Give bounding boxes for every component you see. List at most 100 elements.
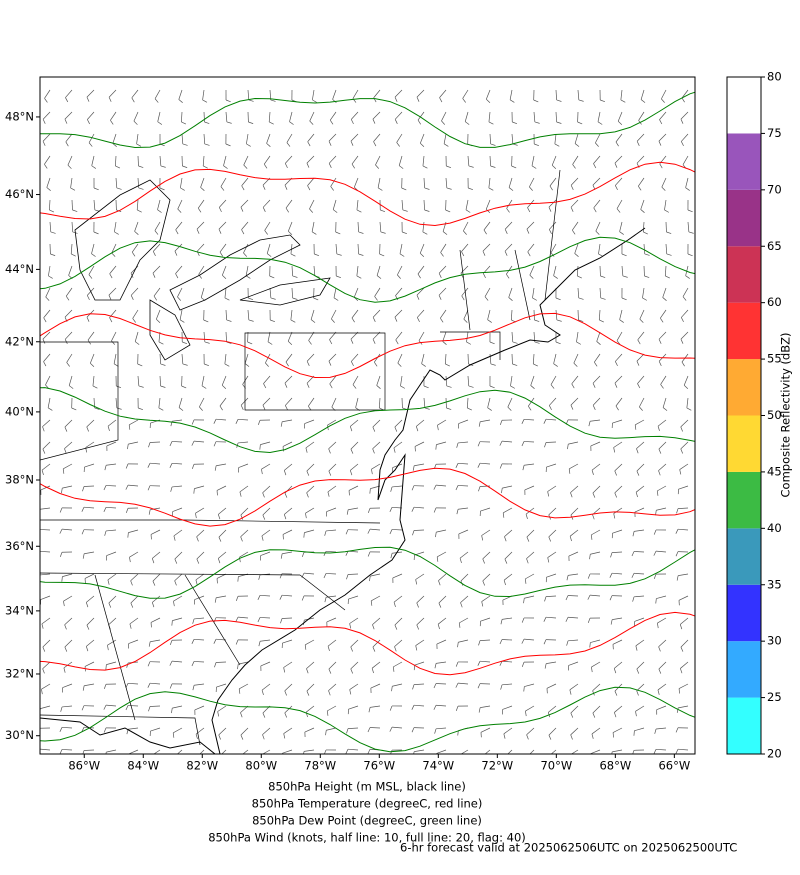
wind-barb bbox=[286, 142, 291, 147]
wind-barb bbox=[200, 287, 205, 298]
wind-barb bbox=[592, 177, 601, 186]
wind-barb bbox=[45, 296, 50, 301]
wind-barb bbox=[65, 287, 73, 297]
wind-barb bbox=[636, 470, 640, 476]
wind-barb bbox=[59, 528, 63, 534]
wind-barb bbox=[380, 231, 386, 234]
wind-barb bbox=[636, 661, 645, 670]
wind-barb bbox=[246, 143, 251, 147]
wind-barb bbox=[138, 385, 144, 388]
wind-barb bbox=[64, 617, 73, 626]
colorbar-segment bbox=[727, 697, 761, 754]
wind-barb bbox=[456, 509, 459, 515]
wind-barb bbox=[65, 97, 69, 103]
wind-barb bbox=[41, 623, 44, 629]
wind-barb bbox=[679, 469, 682, 475]
wind-barb bbox=[170, 486, 173, 492]
wind-barb bbox=[489, 155, 491, 167]
wind-barb bbox=[314, 253, 320, 257]
wind-barb bbox=[244, 353, 249, 364]
wind-barb bbox=[258, 641, 261, 647]
wind-barb bbox=[398, 155, 403, 166]
wind-barb bbox=[267, 253, 272, 257]
wind-barb bbox=[218, 529, 227, 538]
wind-barb bbox=[635, 645, 638, 651]
wind-barb bbox=[501, 488, 503, 494]
wind-barb bbox=[680, 111, 689, 120]
wind-barb bbox=[348, 485, 359, 491]
wind-barb bbox=[71, 199, 73, 211]
wind-barb bbox=[376, 385, 381, 389]
wind-barb bbox=[326, 507, 337, 512]
wind-barb bbox=[181, 111, 183, 123]
wind-barb bbox=[436, 639, 447, 645]
wind-barb bbox=[91, 253, 96, 257]
wind-barb bbox=[434, 728, 437, 734]
wind-barb bbox=[180, 187, 185, 191]
wind-barb bbox=[333, 209, 338, 213]
wind-barb bbox=[333, 287, 337, 298]
wind-barb bbox=[283, 470, 287, 476]
wind-barb bbox=[174, 558, 178, 564]
map-area bbox=[40, 89, 695, 754]
wind-barb bbox=[659, 163, 663, 169]
wind-barb bbox=[569, 463, 579, 470]
wind-barb bbox=[422, 221, 425, 232]
wind-barb bbox=[614, 705, 623, 713]
wind-barb bbox=[487, 407, 492, 411]
wind-barb bbox=[527, 207, 531, 213]
wind-barb bbox=[218, 207, 222, 213]
wind-barb bbox=[235, 596, 239, 602]
wind-barb bbox=[65, 295, 70, 301]
wind-barb bbox=[657, 426, 660, 432]
wind-barb bbox=[455, 706, 459, 711]
wind-barb bbox=[414, 441, 425, 447]
wind-barb bbox=[130, 595, 139, 604]
wind-barb bbox=[481, 535, 484, 541]
wind-barb bbox=[238, 463, 249, 468]
wind-barb bbox=[213, 639, 217, 644]
wind-barb bbox=[594, 362, 598, 367]
wind-barb bbox=[197, 207, 202, 213]
wind-barb bbox=[591, 470, 594, 476]
wind-barb bbox=[468, 385, 474, 388]
wind-barb bbox=[238, 688, 241, 694]
wind-barb bbox=[488, 121, 494, 125]
wind-barb bbox=[68, 265, 73, 276]
wind-barb bbox=[487, 309, 491, 320]
wind-barb bbox=[93, 187, 99, 191]
wind-barb bbox=[530, 375, 535, 386]
wind-barb bbox=[462, 89, 469, 99]
wind-barb bbox=[417, 111, 425, 121]
wind-barb bbox=[379, 253, 385, 257]
wind-barb bbox=[658, 639, 667, 647]
wind-barb bbox=[129, 419, 139, 426]
wind-barb bbox=[442, 341, 447, 345]
wind-barb bbox=[44, 89, 51, 99]
wind-barb bbox=[147, 485, 151, 491]
wind-barb bbox=[158, 407, 164, 411]
wind-barb bbox=[438, 580, 441, 586]
wind-barb bbox=[436, 529, 447, 533]
wind-barb bbox=[661, 177, 667, 188]
wind-barb bbox=[660, 318, 664, 323]
wind-barb bbox=[394, 316, 398, 322]
wind-barb bbox=[351, 353, 359, 362]
wind-barb bbox=[389, 529, 393, 535]
wind-barb bbox=[654, 728, 657, 734]
wind-barb bbox=[329, 111, 337, 121]
wind-barb bbox=[182, 143, 188, 146]
wind-barb bbox=[262, 185, 266, 190]
wind-barb bbox=[108, 89, 117, 98]
wind-barb bbox=[370, 705, 381, 708]
wind-barb bbox=[446, 407, 452, 410]
wind-barb bbox=[328, 448, 331, 454]
wind-barb bbox=[225, 331, 227, 343]
wind-barb bbox=[637, 375, 645, 384]
wind-barb bbox=[423, 397, 426, 408]
wind-barb bbox=[394, 89, 403, 98]
wind-barb bbox=[596, 341, 601, 345]
wind-barb bbox=[65, 141, 69, 147]
wind-barb bbox=[570, 485, 579, 493]
wind-barb bbox=[438, 595, 447, 604]
